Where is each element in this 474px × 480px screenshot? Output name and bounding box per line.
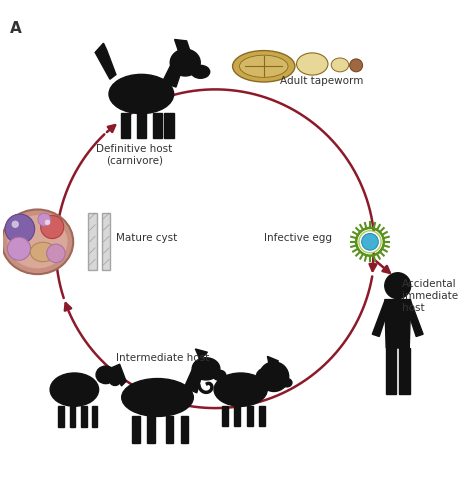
Polygon shape — [234, 406, 240, 426]
Ellipse shape — [239, 56, 288, 78]
Polygon shape — [137, 114, 146, 139]
Polygon shape — [386, 348, 396, 395]
Polygon shape — [132, 416, 139, 443]
Polygon shape — [112, 364, 126, 386]
Text: A: A — [9, 21, 21, 36]
Ellipse shape — [8, 216, 67, 269]
Text: Intermediate host: Intermediate host — [116, 352, 209, 362]
Circle shape — [5, 215, 35, 244]
Ellipse shape — [192, 358, 220, 380]
Ellipse shape — [122, 379, 193, 417]
Polygon shape — [406, 301, 423, 337]
Text: Infective egg: Infective egg — [264, 233, 332, 243]
Polygon shape — [88, 214, 97, 271]
Ellipse shape — [30, 243, 55, 262]
Polygon shape — [181, 416, 188, 443]
Ellipse shape — [50, 373, 99, 407]
Ellipse shape — [213, 371, 226, 381]
Ellipse shape — [109, 75, 173, 114]
Polygon shape — [82, 406, 87, 428]
Ellipse shape — [331, 59, 349, 72]
Polygon shape — [70, 406, 75, 428]
Ellipse shape — [1, 210, 73, 275]
Polygon shape — [147, 416, 155, 443]
Ellipse shape — [233, 51, 295, 83]
Polygon shape — [92, 406, 98, 428]
Circle shape — [350, 60, 363, 72]
Polygon shape — [372, 301, 390, 337]
Circle shape — [359, 231, 381, 253]
Text: Adult tapeworm: Adult tapeworm — [280, 76, 363, 86]
Polygon shape — [195, 349, 208, 360]
Ellipse shape — [96, 366, 116, 384]
Polygon shape — [385, 300, 410, 348]
Polygon shape — [95, 44, 116, 80]
Ellipse shape — [297, 54, 328, 76]
Circle shape — [41, 216, 64, 239]
Polygon shape — [259, 406, 264, 426]
Polygon shape — [184, 370, 203, 393]
Polygon shape — [222, 406, 228, 426]
Polygon shape — [153, 114, 162, 139]
Polygon shape — [174, 40, 191, 56]
Ellipse shape — [110, 377, 120, 385]
Circle shape — [46, 245, 65, 263]
Circle shape — [8, 238, 30, 261]
Ellipse shape — [214, 373, 267, 407]
Ellipse shape — [191, 66, 210, 79]
Circle shape — [38, 214, 51, 227]
Circle shape — [11, 221, 19, 228]
Ellipse shape — [170, 50, 200, 77]
Polygon shape — [164, 114, 173, 139]
Ellipse shape — [256, 369, 273, 388]
Polygon shape — [247, 406, 253, 426]
Circle shape — [259, 362, 289, 392]
Polygon shape — [166, 416, 173, 443]
Polygon shape — [102, 214, 110, 271]
Polygon shape — [267, 357, 279, 366]
Circle shape — [385, 273, 410, 299]
Polygon shape — [162, 65, 183, 88]
Circle shape — [45, 220, 50, 226]
Polygon shape — [58, 406, 64, 428]
Circle shape — [362, 234, 378, 251]
Text: Accidental
immediate
host: Accidental immediate host — [402, 279, 458, 312]
Text: Definitive host
(carnivore): Definitive host (carnivore) — [96, 144, 173, 166]
Polygon shape — [120, 114, 130, 139]
Text: Mature cyst: Mature cyst — [116, 233, 177, 243]
Polygon shape — [399, 348, 410, 395]
Ellipse shape — [282, 379, 292, 387]
